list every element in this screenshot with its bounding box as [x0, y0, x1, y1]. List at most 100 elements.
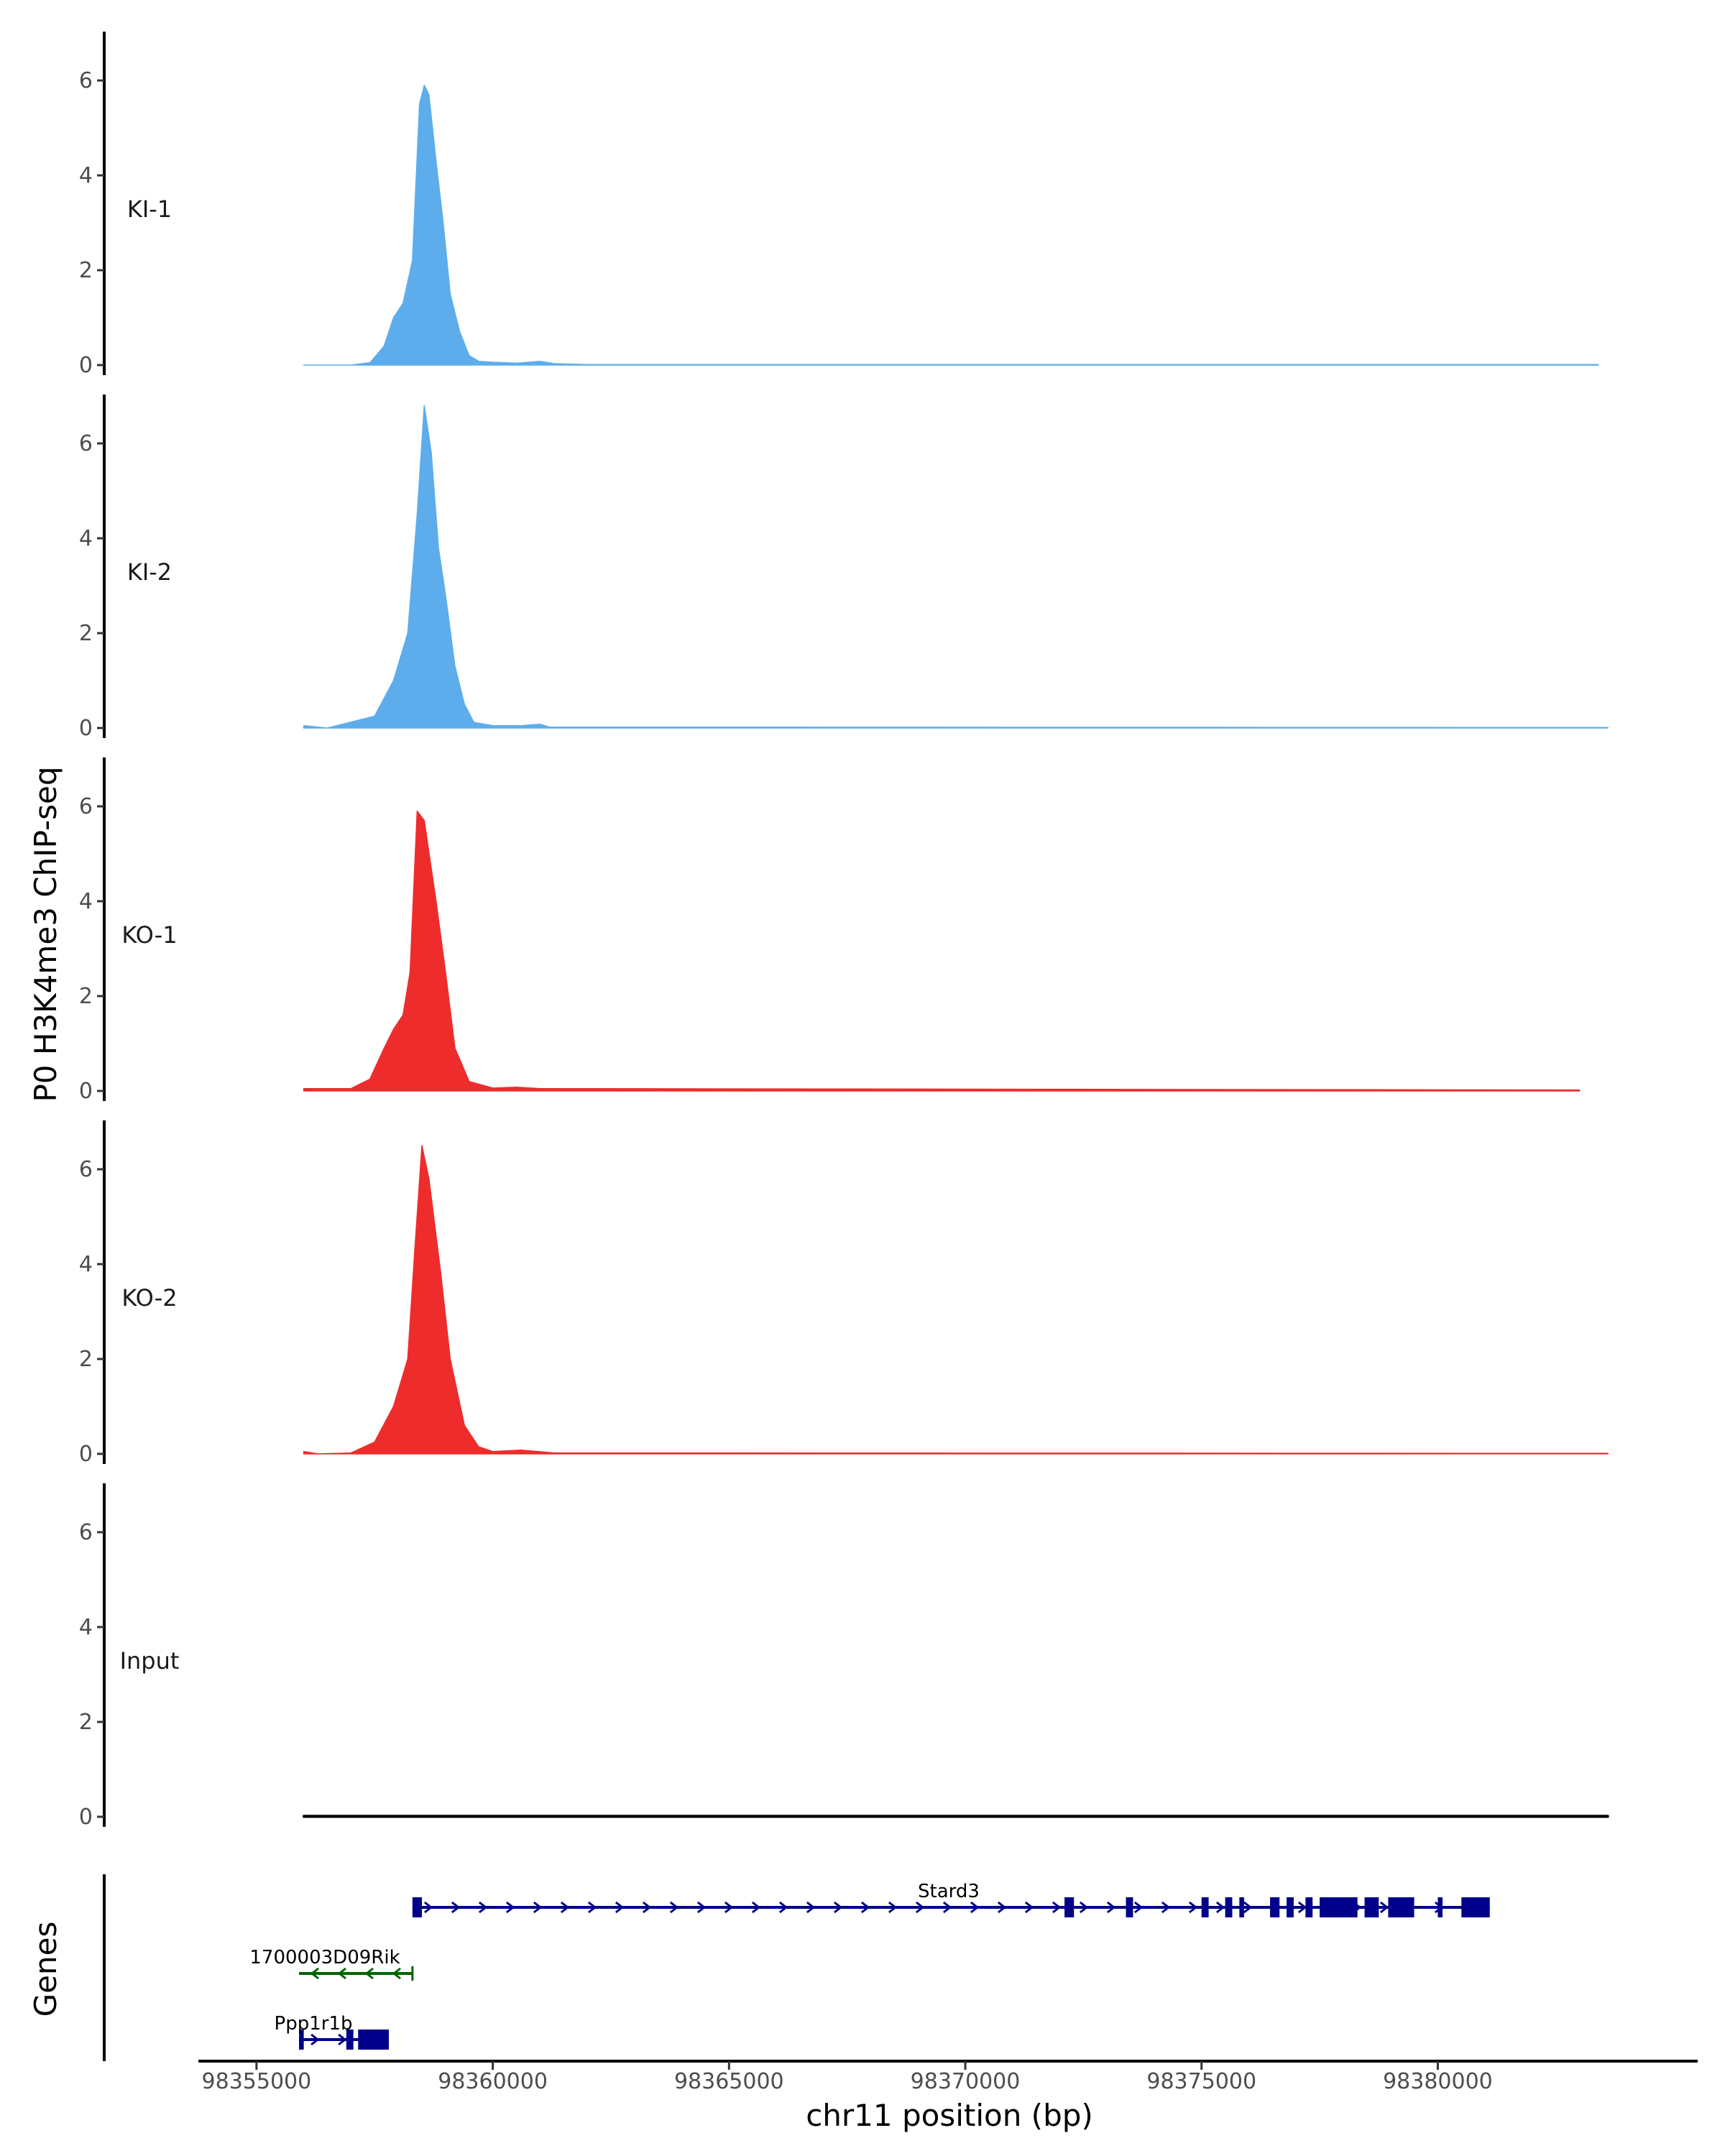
y-tick-label: 2 [79, 1710, 93, 1735]
exon [1201, 1897, 1209, 1917]
y-tick-label: 6 [79, 1157, 93, 1182]
strand-arrow [724, 1901, 734, 1914]
y-tick-label: 0 [79, 1442, 93, 1467]
exon [1126, 1897, 1133, 1917]
strand-arrow [1379, 1901, 1389, 1914]
exon [1270, 1897, 1280, 1917]
strand-arrow [310, 2033, 320, 2046]
signal-area-ki-2 [303, 405, 1609, 729]
strand-arrow [806, 1901, 816, 1914]
strand-arrow [560, 1901, 570, 1914]
signal-area-ko-1 [303, 810, 1581, 1092]
strand-arrow [915, 1901, 925, 1914]
y-tick-label: 2 [79, 621, 93, 646]
exon [299, 2030, 304, 2050]
strand-arrow [533, 1901, 543, 1914]
y-tick-label: 6 [79, 1520, 93, 1545]
x-tick-label: 98375000 [1146, 2069, 1256, 2094]
strand-arrow [997, 1901, 1007, 1914]
y-tick-label: 4 [79, 1252, 93, 1277]
y-tick-label: 0 [79, 1805, 93, 1830]
strand-arrow [392, 1967, 401, 1980]
x-tick-label: 98360000 [438, 2069, 548, 2094]
track-label: Input [120, 1647, 180, 1674]
track-panel-ki-1: 0 2 4 6 KI-1 [79, 32, 1599, 378]
exon [1239, 1897, 1244, 1917]
exon [1320, 1897, 1358, 1917]
exon [1364, 1897, 1379, 1917]
strand-arrow [505, 1901, 515, 1914]
strand-arrow [587, 1901, 597, 1914]
strand-arrow [751, 1901, 761, 1914]
strand-arrow [1243, 1901, 1253, 1914]
x-axis-title: chr11 position (bp) [806, 2098, 1093, 2133]
track-panel-ko-2: 0 2 4 6 KO-2 [79, 1120, 1609, 1467]
track-label: KI-2 [127, 558, 172, 586]
y-tick-label: 0 [79, 716, 93, 741]
signal-tracks: 0 2 4 6 KI-1 0 2 4 6 KI-2 0 2 4 6 KO-1 0 2 4 6 KO-2 0 2 4 6 Inpu… [79, 32, 1609, 1830]
y-tick-label: 2 [79, 258, 93, 283]
gene-label: Ppp1r1b [275, 2013, 353, 2035]
strand-arrow [451, 1901, 461, 1914]
gene-1700003d09rik: 1700003D09Rik [249, 1947, 414, 1981]
y-tick-label: 4 [79, 526, 93, 551]
exon [358, 2030, 389, 2050]
strand-arrow [310, 1967, 319, 1980]
strand-arrow [833, 1901, 843, 1914]
exon [1064, 1897, 1075, 1917]
strand-arrow [338, 2033, 347, 2046]
signal-area-ko-2 [303, 1145, 1609, 1455]
y-tick-label: 4 [79, 163, 93, 188]
x-tick-label: 98380000 [1383, 2069, 1493, 2094]
exon [1388, 1897, 1414, 1917]
strand-arrow [642, 1901, 652, 1914]
strand-arrow [1024, 1901, 1034, 1914]
exon [1225, 1897, 1233, 1917]
exon [346, 2030, 354, 2050]
y-tick-label: 6 [79, 431, 93, 456]
x-tick-label: 98365000 [674, 2069, 784, 2094]
strand-arrow [364, 1967, 374, 1980]
x-tick-label: 98355000 [202, 2069, 312, 2094]
strand-arrow [615, 1901, 625, 1914]
exon [1305, 1897, 1313, 1917]
x-tick-label: 98370000 [911, 2069, 1021, 2094]
strand-arrow [478, 1901, 488, 1914]
strand-arrow [1297, 1901, 1307, 1914]
track-label: KO-1 [121, 921, 177, 949]
strand-arrow [1052, 1901, 1062, 1914]
x-axis: 98355000 98360000 98365000 98370000 98375000… [198, 2060, 1698, 2094]
track-label: KI-1 [127, 195, 172, 223]
y-tick-label: 2 [79, 1347, 93, 1372]
track-panel-ko-1: 0 2 4 6 KO-1 [79, 757, 1581, 1104]
gene-annotation-track: Stard3 1700003D09Rik Ppp1r1b [103, 1874, 1490, 2061]
strand-arrow [942, 1901, 952, 1914]
strand-arrow [1215, 1901, 1225, 1914]
strand-arrow [423, 1901, 433, 1914]
strand-arrow [669, 1901, 679, 1914]
strand-arrow [1161, 1901, 1171, 1914]
strand-arrow [1188, 1901, 1198, 1914]
y-tick-label: 6 [79, 68, 93, 93]
strand-arrow [696, 1901, 707, 1914]
y-axis-title: P0 H3K4me3 ChIP-seq [28, 766, 63, 1102]
strand-arrow [860, 1901, 870, 1914]
track-panel-input: 0 2 4 6 Input [79, 1483, 1609, 1830]
gene-ppp1r1b: Ppp1r1b [275, 2013, 389, 2050]
y-tick-label: 2 [79, 984, 93, 1009]
y-tick-label: 6 [79, 794, 93, 819]
genes-axis-title: Genes [28, 1922, 63, 2017]
track-label: KO-2 [121, 1284, 177, 1312]
y-tick-label: 0 [79, 353, 93, 378]
y-tick-label: 4 [79, 889, 93, 914]
y-tick-label: 4 [79, 1615, 93, 1640]
track-panel-ki-2: 0 2 4 6 KI-2 [79, 395, 1609, 741]
exon [1438, 1897, 1443, 1917]
strand-arrow [1106, 1901, 1116, 1914]
signal-area-ki-1 [303, 84, 1599, 366]
strand-arrow [778, 1901, 788, 1914]
strand-arrow [337, 1967, 346, 1980]
exon [1461, 1897, 1490, 1917]
gene-label: Stard3 [918, 1881, 980, 1902]
